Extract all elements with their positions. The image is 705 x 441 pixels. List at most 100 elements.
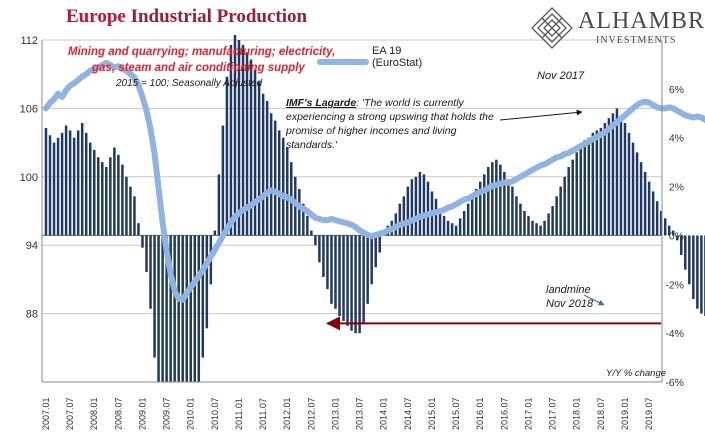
bar-95 — [426, 181, 430, 236]
bar-21 — [129, 186, 132, 236]
logo-name: ALHAMBRA — [578, 8, 705, 34]
bar-78 — [358, 235, 361, 334]
bar-136 — [591, 132, 595, 236]
bar-79 — [362, 235, 365, 324]
x-tick-2010.01: 2010.01 — [186, 397, 196, 430]
bar-14 — [101, 162, 104, 236]
legend-line-2: (EuroStat) — [372, 57, 423, 69]
bar-91 — [410, 179, 414, 236]
bar-145 — [627, 132, 631, 236]
bar-134 — [583, 140, 587, 236]
axes: 88 94 100 106 112 -6% -4% -2% 0% 2% 4% 6% 2007.01 200… — [20, 35, 684, 430]
x-tick-2013.07: 2013.07 — [355, 397, 365, 430]
bar-73 — [338, 235, 341, 317]
bar-76 — [350, 235, 353, 331]
bar-34 — [181, 235, 184, 382]
imf-line-4: standards.' — [286, 139, 338, 151]
x-tick-2008.07: 2008.07 — [113, 397, 123, 430]
x-tick-2012.01: 2012.01 — [282, 397, 292, 430]
bar-26 — [149, 235, 152, 309]
x-tick-2015.07: 2015.07 — [451, 397, 461, 430]
bar-55 — [265, 101, 269, 236]
bar-3 — [56, 137, 60, 236]
bar-123 — [539, 225, 542, 236]
bar-133 — [579, 147, 582, 236]
bar-31 — [169, 235, 172, 382]
imf-line-2: experiencing a strong upswing that holds… — [286, 111, 494, 123]
bar-88 — [398, 203, 402, 236]
bar-102 — [454, 225, 458, 236]
bar-159 — [684, 235, 687, 270]
bar-100 — [446, 220, 450, 236]
x-tick-2009.01: 2009.01 — [138, 397, 148, 430]
bar-114 — [503, 171, 506, 236]
right-tick--4%: -4% — [665, 328, 684, 340]
bar-119 — [523, 211, 526, 236]
bar-94 — [422, 174, 426, 236]
x-tick-2017.07: 2017.07 — [548, 397, 558, 430]
bar-118 — [519, 203, 522, 236]
bar-17 — [113, 147, 116, 236]
landmine-line-2: Nov 2018 — [546, 298, 594, 310]
bar-161 — [692, 235, 695, 299]
bar-36 — [189, 235, 192, 382]
bar-50 — [245, 52, 249, 236]
bar-59 — [281, 137, 285, 236]
bar-111 — [491, 162, 494, 236]
bar-60 — [286, 147, 289, 236]
legend-line-1: EA 19 — [372, 45, 402, 57]
bar-147 — [635, 152, 639, 236]
bar-146 — [631, 142, 635, 236]
nov-2017-label: Nov 2017 — [537, 70, 585, 82]
bar-48 — [237, 40, 241, 236]
bar-120 — [527, 215, 530, 236]
bar-81 — [370, 235, 373, 285]
right-tick-4%: 4% — [669, 133, 684, 145]
legend-label: EA 19 (EuroStat) — [372, 45, 422, 69]
title-rest: Industrial Production — [125, 6, 308, 27]
bar-110 — [487, 167, 490, 236]
bar-11 — [88, 142, 92, 236]
bar-75 — [346, 235, 349, 326]
x-tick-2011.07: 2011.07 — [258, 398, 268, 430]
bar-107 — [474, 189, 478, 236]
bar-9 — [80, 123, 84, 236]
annotation-arrows — [317, 59, 662, 331]
bar-58 — [277, 130, 281, 236]
alhambra-logo: ALHAMBRA INVESTMENTS — [530, 6, 705, 50]
diamond-logo-icon — [531, 7, 573, 49]
right-tick--2%: -2% — [665, 279, 684, 291]
subtitle-line-1: Mining and quarrying; manufacturing; ele… — [68, 46, 336, 58]
landmine-label: landmine Nov 2018 — [546, 283, 593, 311]
bar-12 — [93, 149, 96, 236]
bar-57 — [273, 120, 277, 236]
bar-130 — [567, 167, 570, 236]
bar-115 — [507, 179, 510, 236]
bar-117 — [515, 196, 518, 236]
bar-108 — [478, 181, 482, 236]
bar-154 — [663, 218, 667, 236]
line-series — [43, 59, 705, 303]
bar-155 — [667, 225, 671, 236]
bar-157 — [676, 235, 679, 241]
bar-127 — [555, 196, 558, 236]
bar-158 — [680, 235, 683, 255]
left-tick-112: 112 — [20, 35, 38, 47]
x-tick-2016.07: 2016.07 — [499, 397, 509, 430]
bar-151 — [651, 191, 655, 236]
bar-71 — [330, 235, 333, 304]
bar-92 — [414, 176, 418, 236]
bar-4 — [60, 132, 64, 236]
bar-109 — [483, 174, 486, 236]
x-tick-2007.01: 2007.01 — [41, 397, 51, 430]
right-tick-6%: 6% — [669, 84, 684, 96]
bar-74 — [342, 235, 345, 321]
bar-89 — [402, 196, 406, 236]
bar-45 — [225, 76, 229, 236]
right-tick-2%: 2% — [669, 182, 684, 194]
imf-arrow — [499, 109, 583, 121]
bar-112 — [495, 159, 498, 236]
bar-135 — [587, 137, 591, 236]
bar-70 — [326, 235, 329, 290]
